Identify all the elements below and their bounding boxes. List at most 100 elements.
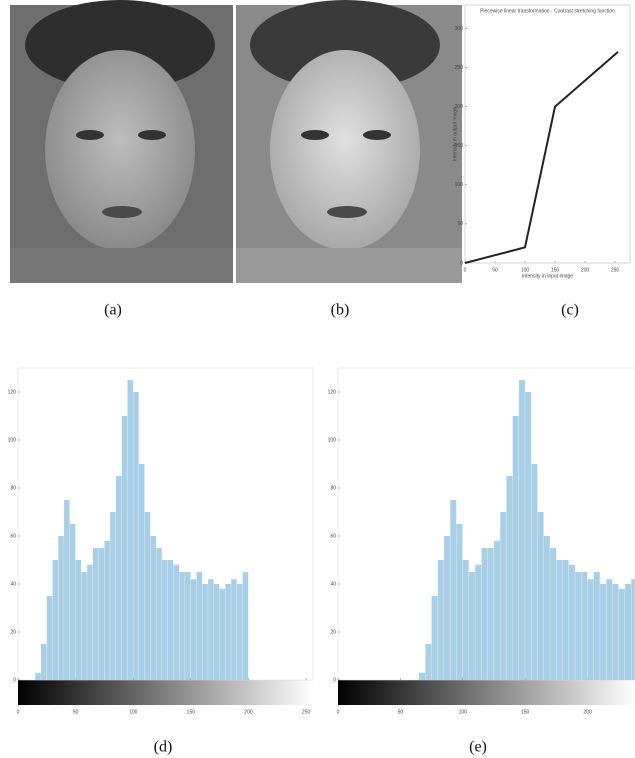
- bar: [537, 512, 544, 680]
- x-tick-label: 100: [459, 709, 468, 715]
- bar: [69, 524, 76, 680]
- bar: [115, 476, 122, 680]
- x-tick-label: 150: [551, 267, 560, 273]
- bar: [104, 540, 110, 680]
- bar: [242, 572, 249, 680]
- bar: [625, 584, 631, 680]
- x-tick-label: 100: [129, 709, 138, 715]
- bar: [437, 560, 444, 680]
- y-tick-label: 250: [455, 65, 464, 71]
- bar: [481, 548, 488, 680]
- bar: [144, 512, 151, 680]
- bar: [75, 560, 82, 680]
- bar: [487, 548, 494, 680]
- bar: [185, 572, 191, 680]
- bar: [133, 392, 139, 680]
- bar: [606, 579, 613, 680]
- plot-frame: [464, 4, 631, 264]
- bar: [64, 500, 70, 680]
- x-tick-label: 50: [73, 709, 79, 715]
- bar: [167, 560, 174, 680]
- bar: [138, 464, 145, 680]
- y-tick-label: 150: [455, 143, 464, 149]
- chart-title: Piecewise linear transformation - Contra…: [480, 8, 615, 14]
- y-tick-label: 40: [330, 581, 336, 587]
- caption: (a): [104, 302, 122, 319]
- bar: [121, 416, 128, 680]
- bar: [127, 380, 133, 680]
- bar: [543, 536, 550, 680]
- bar: [35, 672, 41, 680]
- y-tick-label: 20: [330, 629, 336, 635]
- bar: [219, 588, 226, 680]
- bar: [81, 572, 87, 680]
- line: [464, 51, 619, 264]
- bar: [419, 672, 426, 680]
- bar: [58, 536, 64, 680]
- y-tick-label: 80: [10, 485, 16, 491]
- caption: (c): [561, 302, 579, 319]
- bar: [525, 392, 532, 680]
- x-tick-label: 50: [492, 267, 498, 273]
- x-tick-label: 50: [398, 709, 404, 715]
- y-tick-label: 120: [8, 389, 17, 395]
- bar: [518, 380, 525, 680]
- bar: [493, 540, 500, 680]
- y-tick-label: 0: [333, 677, 336, 683]
- bar: [190, 579, 197, 680]
- bar: [431, 596, 438, 680]
- y-tick-label: 100: [455, 182, 464, 188]
- bar: [575, 572, 582, 680]
- bar: [612, 584, 619, 680]
- x-tick-label: 0: [337, 709, 340, 715]
- bar: [41, 644, 47, 680]
- bar: [500, 512, 507, 680]
- y-tick-label: 40: [10, 581, 16, 587]
- x-tick-label: 200: [244, 709, 253, 715]
- y-tick-label: 120: [328, 389, 337, 395]
- bar: [462, 560, 469, 680]
- colorbar: [18, 680, 313, 705]
- y-tick-label: 0: [460, 260, 463, 266]
- y-tick-label: 100: [8, 437, 17, 443]
- bar: [46, 596, 53, 680]
- y-tick-label: 60: [10, 533, 16, 539]
- bar: [92, 548, 99, 680]
- bar: [213, 584, 220, 680]
- x-tick-label: 150: [521, 709, 530, 715]
- bar: [196, 572, 203, 680]
- y-tick-label: 20: [10, 629, 16, 635]
- photo-b: [236, 0, 462, 283]
- bar: [450, 500, 457, 680]
- bar: [562, 560, 569, 680]
- bar: [110, 512, 116, 680]
- bar: [631, 579, 635, 680]
- x-tick-label: 100: [521, 267, 530, 273]
- caption: (d): [154, 739, 173, 756]
- bar: [156, 548, 162, 680]
- bar: [162, 560, 168, 680]
- x-tick-label: 200: [583, 709, 592, 715]
- bar: [236, 584, 243, 680]
- photo-a: [10, 0, 233, 283]
- bar: [506, 476, 513, 680]
- y-tick-label: 300: [455, 26, 464, 32]
- y-tick-label: 80: [330, 485, 336, 491]
- bar: [150, 536, 156, 680]
- bar: [444, 536, 451, 680]
- bar: [173, 564, 180, 680]
- y-tick-label: 60: [330, 533, 336, 539]
- bar: [98, 548, 105, 680]
- bar: [456, 524, 463, 680]
- bar: [469, 572, 475, 680]
- bar: [87, 564, 93, 680]
- y-axis-label: Intensity in output image: [452, 107, 458, 161]
- colorbar: [338, 680, 635, 705]
- bar: [587, 579, 594, 680]
- x-tick-label: 0: [17, 709, 20, 715]
- bar: [531, 464, 538, 680]
- y-tick-label: 50: [457, 221, 463, 227]
- caption: (e): [469, 739, 487, 756]
- bar: [52, 560, 59, 680]
